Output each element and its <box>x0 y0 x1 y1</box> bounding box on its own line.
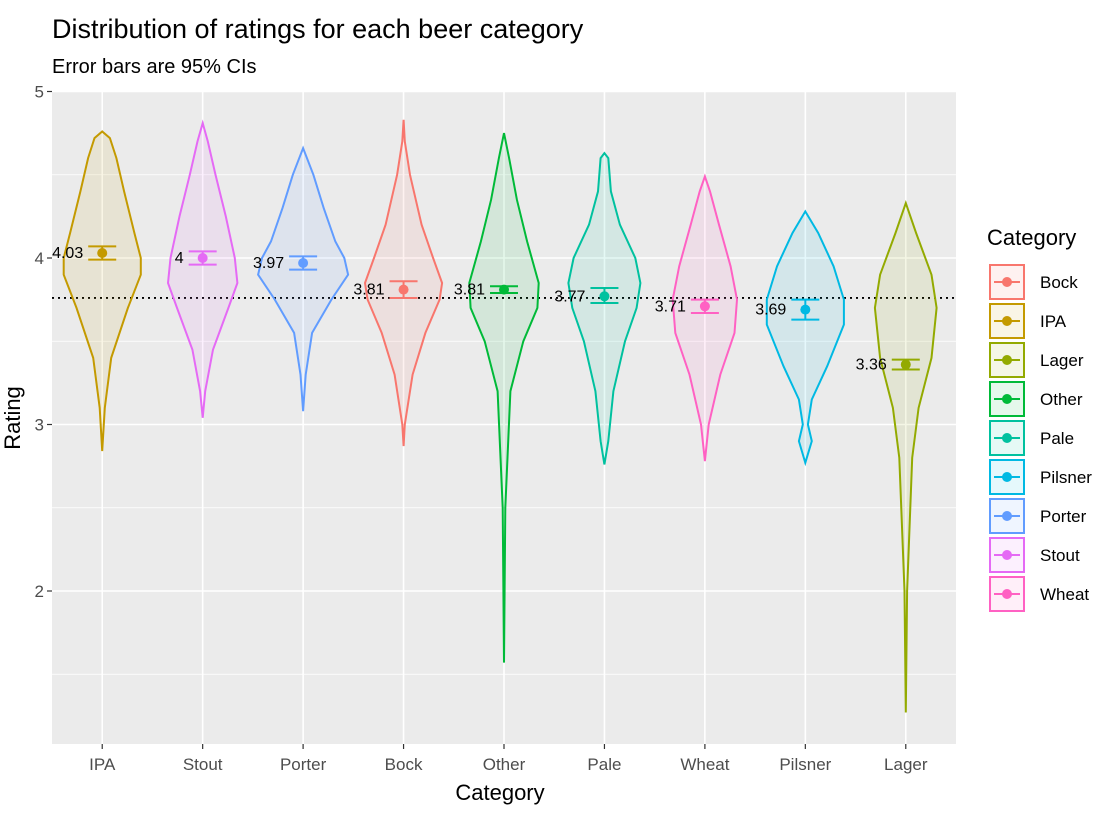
violin-stout <box>166 119 239 418</box>
mean-label-stout: 4 <box>175 250 184 267</box>
x-tick-label: Pilsner <box>779 755 831 774</box>
x-tick-label: Porter <box>280 755 327 774</box>
x-tick-label: Other <box>483 755 526 774</box>
violin-wheat <box>671 173 739 462</box>
mean-label-pale: 3.77 <box>554 288 585 305</box>
y-tick-label: 2 <box>35 582 44 601</box>
mean-point-bock <box>398 284 409 295</box>
grid-major <box>52 90 956 744</box>
x-tick-label: Bock <box>385 755 423 774</box>
legend-label-other: Other <box>1040 390 1083 409</box>
legend-key-point <box>1002 316 1012 326</box>
mean-label-ipa: 4.03 <box>52 245 83 262</box>
violins: 4.03 4 3.97 3.81 3.81 3.77 3.71 3.69 3.36 <box>52 119 938 713</box>
x-tick-label: Wheat <box>680 755 729 774</box>
x-axis-title: Category <box>455 780 544 805</box>
mean-label-other: 3.81 <box>454 282 485 299</box>
mean-label-wheat: 3.71 <box>655 298 686 315</box>
y-axis: 2 3 4 5 <box>35 83 52 601</box>
legend-label-porter: Porter <box>1040 507 1087 526</box>
legend-label-pilsner: Pilsner <box>1040 468 1092 487</box>
legend-label-bock: Bock <box>1040 273 1078 292</box>
y-tick-label: 5 <box>35 83 44 102</box>
x-axis: IPA Stout Porter Bock Other Pale Wheat Pilsner L… <box>89 744 928 774</box>
legend: Category Bock IPA Lager Other Pale Pilsner Por… <box>987 225 1092 612</box>
violin-porter <box>257 145 350 412</box>
x-tick-label: Lager <box>884 755 928 774</box>
mean-label-pilsner: 3.69 <box>755 302 786 319</box>
legend-key-point <box>1002 472 1012 482</box>
violin-pale <box>567 151 642 465</box>
y-axis-title: Rating <box>0 386 25 450</box>
mean-label-lager: 3.36 <box>856 357 887 374</box>
mean-point-lager <box>900 359 911 370</box>
legend-key-point <box>1002 511 1012 521</box>
y-tick-label: 4 <box>35 249 44 268</box>
legend-label-stout: Stout <box>1040 546 1080 565</box>
x-tick-label: Pale <box>587 755 621 774</box>
legend-label-ipa: IPA <box>1040 312 1067 331</box>
legend-key-point <box>1002 550 1012 560</box>
chart-title: Distribution of ratings for each beer ca… <box>52 14 584 44</box>
legend-label-wheat: Wheat <box>1040 585 1089 604</box>
mean-point-wheat <box>699 301 710 312</box>
x-tick-label: IPA <box>89 755 116 774</box>
mean-point-porter <box>298 257 309 268</box>
violin-other <box>468 132 540 663</box>
mean-point-ipa <box>97 248 108 259</box>
legend-title: Category <box>987 225 1076 250</box>
legend-label-pale: Pale <box>1040 429 1074 448</box>
legend-key-point <box>1002 355 1012 365</box>
mean-label-porter: 3.97 <box>253 255 284 272</box>
mean-point-pilsner <box>800 304 811 315</box>
y-tick-label: 3 <box>35 416 44 435</box>
violin-lager <box>873 200 938 713</box>
mean-label-bock: 3.81 <box>353 282 384 299</box>
legend-label-lager: Lager <box>1040 351 1084 370</box>
violin-pilsner <box>765 209 845 467</box>
mean-point-pale <box>599 291 610 302</box>
legend-key-point <box>1002 589 1012 599</box>
x-tick-label: Stout <box>183 755 223 774</box>
legend-key-point <box>1002 433 1012 443</box>
mean-point-other <box>499 284 509 295</box>
violin-ipa <box>62 130 142 452</box>
legend-key-point <box>1002 394 1012 404</box>
mean-point-stout <box>197 253 208 263</box>
chart-subtitle: Error bars are 95% CIs <box>52 56 257 78</box>
legend-key-point <box>1002 277 1012 287</box>
